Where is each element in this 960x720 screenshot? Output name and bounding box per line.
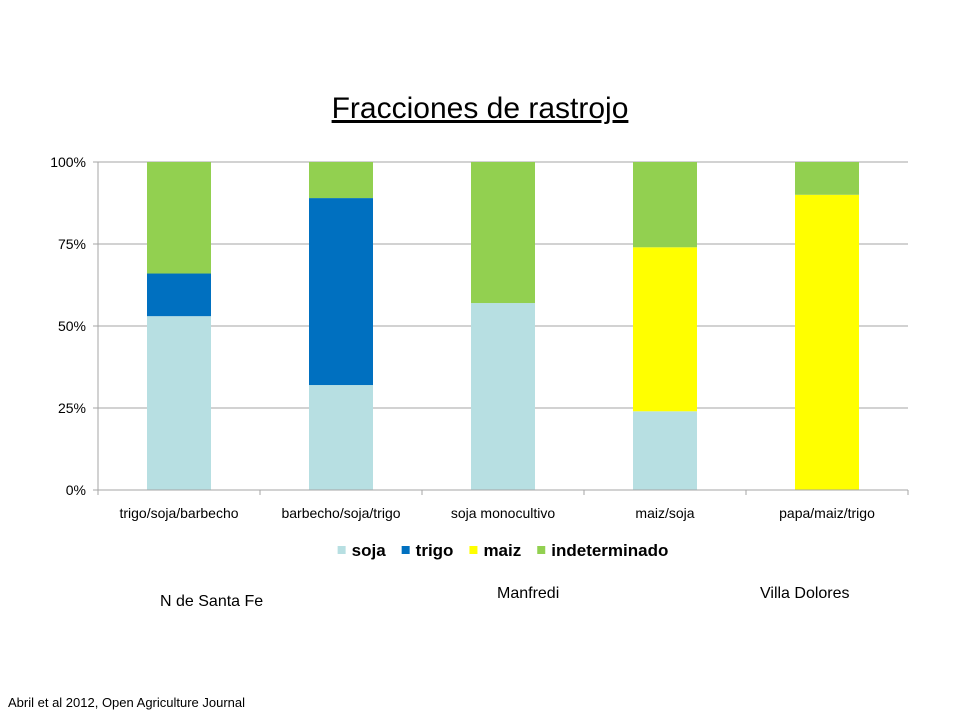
bar-maiz	[795, 194, 859, 491]
x-tick-label: trigo/soja/barbecho	[119, 505, 238, 521]
legend-label: maiz	[483, 541, 521, 560]
bar-indeterminado	[795, 162, 859, 195]
legend-item-maiz: maiz	[469, 541, 521, 560]
legend-swatch	[337, 546, 346, 554]
bar-soja	[471, 303, 535, 490]
legend-item-trigo: trigo	[401, 541, 454, 560]
bar-trigo	[147, 273, 211, 317]
bar-indeterminado	[309, 162, 373, 199]
y-tick-label: 25%	[58, 400, 86, 416]
y-tick-label: 75%	[58, 236, 86, 252]
legend-swatch	[469, 546, 478, 554]
bar-soja	[633, 411, 697, 490]
bar-trigo	[309, 198, 373, 386]
legend-label: indeterminado	[551, 541, 668, 560]
legend-swatch	[537, 546, 546, 554]
bar-soja	[147, 316, 211, 490]
bar-indeterminado	[633, 162, 697, 248]
region-label-north: N de Santa Fe	[160, 593, 264, 610]
x-tick-label: maiz/soja	[635, 505, 694, 521]
legend-item-soja: soja	[337, 541, 387, 560]
legend-swatch	[401, 546, 410, 554]
chart-title: Fracciones de rastrojo	[332, 92, 629, 125]
bar-maiz	[633, 247, 697, 412]
x-tick-label: papa/maiz/trigo	[779, 505, 875, 521]
bar-indeterminado	[147, 162, 211, 274]
bar-indeterminado	[471, 162, 535, 304]
legend-item-indeterminado: indeterminado	[537, 541, 668, 560]
legend-label: trigo	[416, 541, 454, 560]
y-tick-label: 100%	[50, 154, 86, 170]
citation: Abril et al 2012, Open Agriculture Journ…	[8, 695, 246, 710]
region-label-manfredi: Manfredi	[497, 585, 560, 602]
bar-soja	[309, 385, 373, 490]
y-tick-label: 50%	[58, 318, 86, 334]
y-tick-label: 0%	[66, 482, 86, 498]
region-label-villa-dolores: Villa Dolores	[760, 585, 850, 602]
x-tick-label: soja monocultivo	[451, 505, 555, 521]
x-tick-label: barbecho/soja/trigo	[281, 505, 400, 521]
legend-label: soja	[352, 541, 387, 560]
